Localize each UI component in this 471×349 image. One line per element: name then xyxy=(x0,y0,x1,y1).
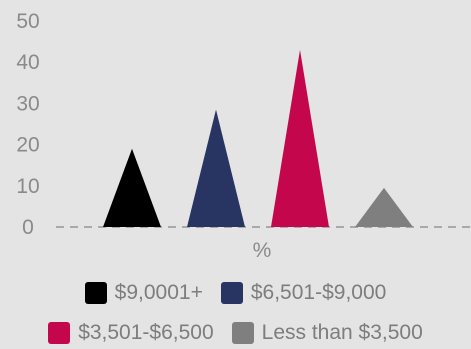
y-tick-label: 50 xyxy=(16,10,39,33)
legend-swatch xyxy=(48,322,71,344)
x-axis-label: % xyxy=(253,239,272,262)
legend-swatch xyxy=(84,282,107,304)
legend-item: $6,501-$9,000 xyxy=(220,280,387,306)
legend-label: $9,0001+ xyxy=(114,281,203,304)
y-tick-label: 40 xyxy=(16,51,39,74)
bar-0 xyxy=(103,148,161,227)
legend-swatch xyxy=(231,322,254,344)
legend-label: Less than $3,500 xyxy=(261,321,423,344)
bar-chart: 0 10 20 30 40 50 % xyxy=(16,10,471,262)
legend-item: Less than $3,500 xyxy=(231,320,423,346)
legend-label: $6,501-$9,000 xyxy=(250,281,387,304)
legend-label: $3,501-$6,500 xyxy=(78,321,214,344)
legend-item: $3,501-$6,500 xyxy=(48,320,214,346)
bar-2 xyxy=(271,49,329,228)
y-tick-label: 30 xyxy=(16,92,39,115)
y-axis-ticks: 0 10 20 30 40 50 xyxy=(16,10,39,239)
chart-legend: $9,0001+ $6,501-$9,000 $3,501-$6,500 Less t… xyxy=(0,280,471,346)
legend-item: $9,0001+ xyxy=(84,280,203,306)
bar-1 xyxy=(187,109,245,227)
y-tick-label: 20 xyxy=(16,134,39,157)
bar-3 xyxy=(355,187,413,227)
y-tick-label: 0 xyxy=(22,216,34,239)
y-tick-label: 10 xyxy=(16,175,39,198)
bars xyxy=(103,49,413,228)
legend-swatch xyxy=(220,282,243,304)
